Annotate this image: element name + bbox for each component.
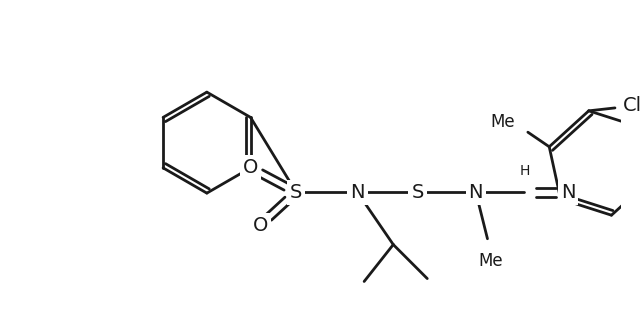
Text: O: O — [243, 158, 258, 177]
Text: N: N — [468, 183, 483, 202]
Text: H: H — [519, 164, 529, 178]
Text: Cl: Cl — [623, 96, 640, 115]
Text: S: S — [290, 183, 302, 202]
Text: N: N — [561, 183, 575, 202]
Text: N: N — [350, 183, 365, 202]
Text: O: O — [253, 216, 268, 235]
Text: S: S — [412, 183, 424, 202]
Text: Me: Me — [478, 252, 502, 270]
Text: Me: Me — [491, 113, 515, 131]
